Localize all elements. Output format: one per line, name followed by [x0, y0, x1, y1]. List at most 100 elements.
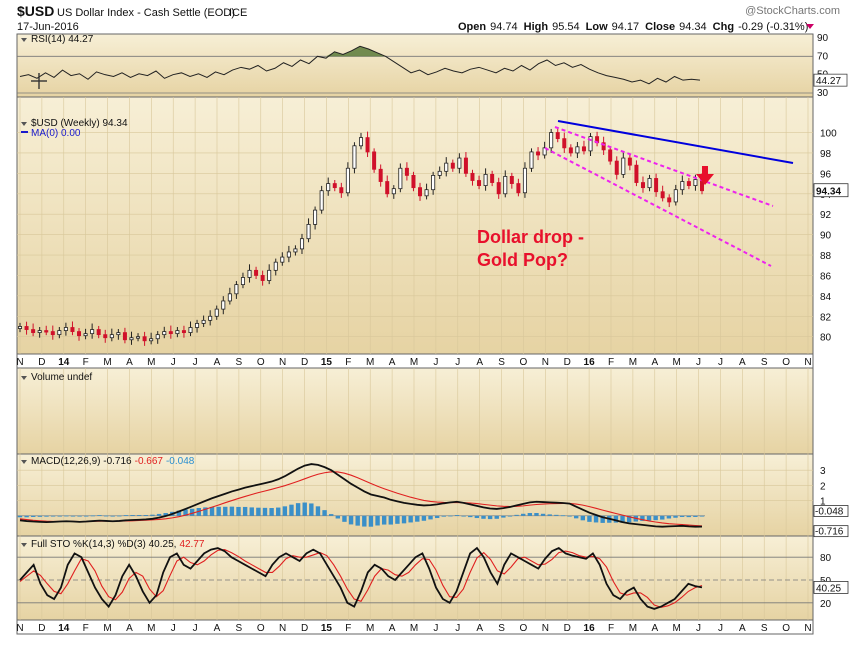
macd-histogram-bar — [276, 507, 281, 516]
macd-histogram-bar — [289, 504, 294, 516]
candle-body — [273, 261, 278, 271]
crosshair-cursor-icon — [31, 73, 47, 89]
candle-body — [201, 319, 206, 324]
rsi-tick-label: 90 — [817, 33, 829, 44]
candle-body — [614, 160, 619, 175]
x-tick-label-bottom: A — [126, 623, 133, 634]
x-tick-label-bottom: S — [761, 623, 768, 634]
macd-histogram-bar — [57, 515, 62, 517]
candle-body — [227, 293, 232, 302]
macd-histogram-bar — [176, 510, 182, 516]
macd-histogram-bar — [375, 515, 380, 526]
macd-histogram-bar — [64, 515, 69, 517]
x-tick-label-top: D — [301, 357, 308, 368]
x-tick-label-top: N — [279, 357, 286, 368]
candle-body — [673, 189, 678, 203]
macd-histogram-bar — [666, 515, 672, 519]
rsi-tick-label: 70 — [817, 51, 829, 62]
macd-histogram-bar — [620, 515, 625, 523]
macd-histogram-bar — [415, 515, 420, 522]
x-tick-label-bottom: N — [804, 623, 811, 634]
rsi-last-box — [813, 73, 848, 87]
candle-body — [181, 330, 186, 334]
macd-histogram-bar — [209, 506, 215, 516]
x-tick-label-bottom: M — [366, 623, 374, 634]
macd-histogram-bar — [110, 515, 115, 517]
candle-body — [142, 336, 147, 342]
candle-body — [50, 331, 55, 336]
macd-histogram-bar — [117, 515, 122, 517]
x-tick-label-top: F — [83, 357, 89, 368]
x-tick-label-bottom: N — [279, 623, 286, 634]
x-tick-label-top: J — [433, 357, 438, 368]
x-tick-label-bottom: O — [782, 623, 790, 634]
annotation-line-2: Gold Pop? — [477, 250, 568, 270]
macd-series — [17, 463, 705, 528]
candle-body — [463, 157, 468, 174]
macd-histogram-bar — [31, 515, 36, 517]
candle-body — [293, 248, 298, 253]
macd-last-label: -0.048 — [815, 506, 844, 517]
x-tick-label-bottom: 15 — [321, 623, 333, 634]
candle-body — [391, 188, 396, 195]
candle-body — [378, 168, 383, 182]
macd-tick-label: 2 — [820, 481, 826, 492]
candle-body — [680, 181, 685, 191]
sto-tick-label: 80 — [820, 553, 832, 564]
macd-histogram-bar — [229, 506, 235, 516]
macd-legend: MACD(12,26,9) -0.716 -0.667 -0.048 — [31, 456, 195, 467]
x-tick-label-top: F — [345, 357, 351, 368]
x-tick-label-top: 14 — [58, 357, 70, 368]
candle-body — [332, 183, 337, 189]
macd-histogram-bar — [481, 515, 486, 519]
x-tick-label-top: J — [171, 357, 176, 368]
candle-body — [385, 181, 390, 195]
price-legend: $USD (Weekly) 94.34 — [31, 118, 128, 129]
x-tick-label-bottom: N — [542, 623, 549, 634]
candle-body — [483, 173, 488, 187]
macd-tick-label: 1 — [820, 497, 826, 508]
price-series — [17, 127, 705, 346]
macd-histogram-bar — [534, 513, 539, 516]
candle-body — [208, 315, 213, 321]
macd-histogram-bar — [70, 515, 76, 517]
candle-body — [57, 330, 62, 336]
x-tick-label-top: A — [651, 357, 658, 368]
macd-histogram-bar — [302, 502, 307, 516]
candle-body — [588, 136, 593, 152]
macd-histogram-bar — [236, 506, 241, 516]
x-tick-label-top: M — [629, 357, 637, 368]
candle-body — [103, 334, 108, 339]
rsi-tick-label: 30 — [817, 88, 829, 99]
macd-histogram-bar — [388, 515, 393, 525]
x-tick-label-bottom: 14 — [58, 623, 70, 634]
x-tick-label-bottom: F — [608, 623, 614, 634]
rsi-last-label: 44.27 — [816, 76, 841, 87]
macd-histogram-bar — [401, 515, 407, 524]
macd-histogram-bar — [699, 515, 705, 517]
macd-histogram-bar — [381, 515, 387, 525]
sto-last-box — [813, 581, 849, 594]
candle-body — [195, 323, 200, 328]
x-tick-label-top: D — [564, 357, 571, 368]
macd-last-box — [813, 525, 849, 538]
macd-histogram-bar — [660, 515, 665, 520]
open-value: 94.74 — [490, 21, 518, 33]
macd-histogram-bar — [342, 515, 347, 522]
macd-histogram-bar — [554, 514, 559, 516]
x-tick-label-bottom: F — [345, 623, 351, 634]
macd-histogram-bar — [203, 507, 208, 516]
macd-histogram-bar — [150, 514, 155, 516]
macd-histogram-bar — [315, 506, 321, 516]
candle-body — [660, 191, 665, 199]
candle-body — [522, 167, 527, 194]
open-label: Open — [458, 21, 486, 33]
candle-body — [247, 269, 252, 278]
candle-body — [654, 178, 659, 193]
candle-body — [214, 308, 219, 317]
macd-histogram-bar — [514, 514, 519, 516]
price-tick-label: 98 — [820, 149, 832, 160]
candle-body — [358, 137, 363, 147]
